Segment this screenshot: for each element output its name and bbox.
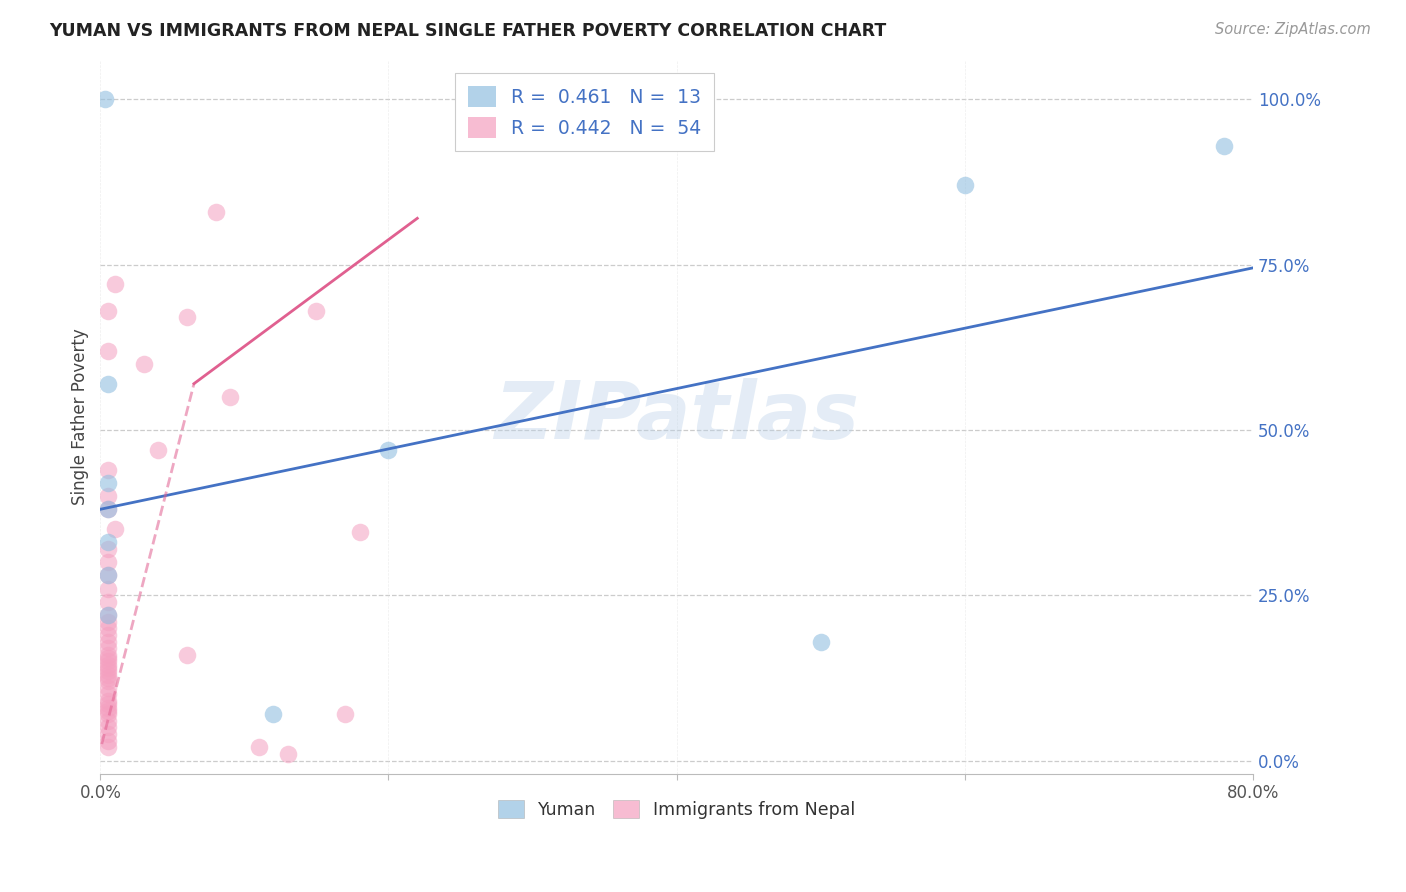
Point	[96, 641, 118, 656]
Point	[96, 343, 118, 358]
Point	[132, 357, 155, 371]
Point	[96, 568, 118, 582]
Point	[104, 277, 127, 292]
Point	[219, 390, 242, 404]
Point	[810, 634, 832, 648]
Point	[176, 310, 198, 325]
Point	[96, 654, 118, 668]
Point	[349, 525, 371, 540]
Point	[305, 304, 328, 318]
Point	[96, 648, 118, 662]
Text: ZIPatlas: ZIPatlas	[494, 377, 859, 456]
Point	[262, 707, 284, 722]
Point	[96, 502, 118, 516]
Point	[96, 698, 118, 712]
Point	[96, 657, 118, 672]
Point	[96, 582, 118, 596]
Point	[96, 667, 118, 681]
Point	[96, 674, 118, 689]
Point	[96, 694, 118, 708]
Point	[96, 608, 118, 623]
Point	[96, 615, 118, 629]
Point	[146, 442, 169, 457]
Point	[96, 727, 118, 741]
Legend: Yuman, Immigrants from Nepal: Yuman, Immigrants from Nepal	[491, 793, 862, 826]
Point	[96, 489, 118, 503]
Point	[96, 721, 118, 735]
Point	[277, 747, 299, 761]
Point	[96, 376, 118, 391]
Point	[96, 651, 118, 665]
Point	[96, 595, 118, 609]
Point	[96, 704, 118, 718]
Point	[96, 608, 118, 623]
Point	[96, 671, 118, 685]
Point	[96, 621, 118, 635]
Point	[96, 700, 118, 714]
Point	[96, 535, 118, 549]
Point	[96, 707, 118, 722]
Point	[96, 541, 118, 556]
Point	[96, 714, 118, 728]
Point	[335, 707, 357, 722]
Point	[377, 442, 399, 457]
Point	[93, 92, 115, 106]
Point	[96, 502, 118, 516]
Point	[96, 661, 118, 675]
Text: Source: ZipAtlas.com: Source: ZipAtlas.com	[1215, 22, 1371, 37]
Text: YUMAN VS IMMIGRANTS FROM NEPAL SINGLE FATHER POVERTY CORRELATION CHART: YUMAN VS IMMIGRANTS FROM NEPAL SINGLE FA…	[49, 22, 886, 40]
Point	[1213, 138, 1236, 153]
Point	[96, 304, 118, 318]
Point	[104, 522, 127, 536]
Point	[96, 628, 118, 642]
Point	[96, 740, 118, 755]
Point	[96, 681, 118, 695]
Point	[204, 204, 226, 219]
Point	[96, 475, 118, 490]
Point	[247, 740, 270, 755]
Point	[953, 178, 976, 193]
Point	[96, 568, 118, 582]
Point	[176, 648, 198, 662]
Point	[96, 688, 118, 702]
Y-axis label: Single Father Poverty: Single Father Poverty	[72, 328, 89, 505]
Point	[96, 634, 118, 648]
Point	[96, 733, 118, 747]
Point	[96, 462, 118, 476]
Point	[96, 665, 118, 679]
Point	[96, 555, 118, 569]
